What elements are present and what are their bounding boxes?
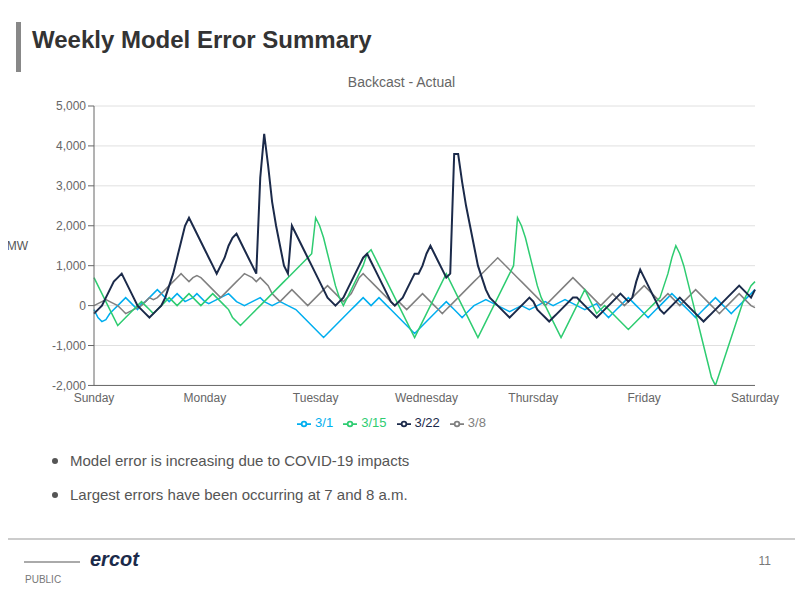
- html-text:3/8: 3/8: [467, 415, 486, 431]
- svg-text:-1,000: -1,000: [52, 339, 86, 353]
- html-text:3/1: 3/1: [315, 415, 334, 431]
- html-text:PUBLIC: PUBLIC: [25, 574, 62, 585]
- html-text:11: 11: [758, 554, 771, 568]
- svg-text:Friday: Friday: [628, 391, 661, 405]
- svg-text:5,000: 5,000: [56, 99, 86, 113]
- svg-text:Thursday: Thursday: [508, 391, 558, 405]
- html-text:Model error is increasing due: Model error is increasing due to COVID-1…: [70, 452, 410, 469]
- svg-text:4,000: 4,000: [56, 139, 86, 153]
- svg-text:1,000: 1,000: [56, 259, 86, 273]
- svg-text:Tuesday: Tuesday: [293, 391, 339, 405]
- svg-text:Sunday: Sunday: [74, 391, 115, 405]
- svg-text:-2,000: -2,000: [52, 379, 86, 393]
- html-text:3/15: 3/15: [361, 415, 387, 431]
- html-text:Weekly Model Error Summary: Weekly Model Error Summary: [32, 26, 372, 53]
- html-text:Backcast - Actual: Backcast - Actual: [347, 74, 456, 90]
- html-text:ercot: ercot: [90, 548, 139, 570]
- html-text:3/22: 3/22: [414, 415, 440, 431]
- svg-text:2,000: 2,000: [56, 219, 86, 233]
- html-text:Largest errors have been occur: Largest errors have been occurring at 7 …: [70, 486, 408, 503]
- svg-text:3,000: 3,000: [56, 179, 86, 193]
- svg-text:Wednesday: Wednesday: [395, 391, 458, 405]
- svg-text:Saturday: Saturday: [731, 391, 779, 405]
- svg-text:Monday: Monday: [183, 391, 226, 405]
- svg-text:MW: MW: [8, 239, 29, 253]
- svg-text:0: 0: [79, 299, 86, 313]
